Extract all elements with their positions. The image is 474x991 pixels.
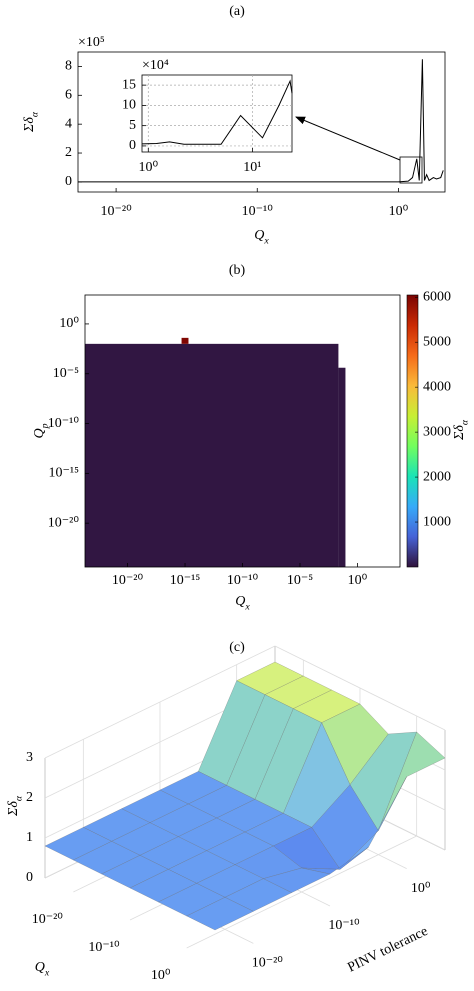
z-axis-label-main: Σδ bbox=[6, 801, 21, 817]
surface-patch bbox=[186, 897, 254, 931]
x-tick-label: 10⁻¹⁰ bbox=[227, 573, 259, 588]
x-tick-label: 10⁻⁵ bbox=[287, 573, 313, 588]
x-tick-label: 10⁻²⁰ bbox=[112, 573, 144, 588]
x-axis-label-main: Q bbox=[35, 960, 45, 975]
axes-box bbox=[141, 74, 293, 153]
y-tick-label: 10⁻¹⁰ bbox=[328, 918, 360, 933]
y-multiplier: ×10⁵ bbox=[78, 35, 105, 50]
colorbar-tick-label: 2000 bbox=[423, 469, 451, 484]
y-tick-label: 6 bbox=[65, 88, 72, 103]
x-tick-label: 10⁻²⁰ bbox=[100, 204, 132, 219]
zoom-box bbox=[399, 156, 423, 184]
x-tick-label: 10⁰ bbox=[151, 968, 171, 983]
y-tick-label: 0 bbox=[129, 138, 136, 153]
y-axis-label: Σδα bbox=[22, 111, 40, 133]
y-tick-label: 10⁻¹⁵ bbox=[49, 466, 80, 481]
colorbar-label: Σδα bbox=[452, 419, 470, 441]
z-axis-label-sub: α bbox=[14, 795, 25, 801]
y-axis-label: Qp bbox=[32, 423, 50, 438]
x-axis-label-main: Q bbox=[235, 594, 245, 609]
x-axis-label-main: Q bbox=[254, 228, 264, 243]
colorbar-tick-label: 1000 bbox=[423, 514, 451, 529]
y-axis-label-sub: p bbox=[40, 423, 51, 429]
x-tick-label: 10⁰ bbox=[138, 160, 158, 175]
y-tick-label: 0 bbox=[65, 174, 72, 189]
x-axis-label-sub: x bbox=[263, 236, 269, 247]
y-tick-label: 10⁻¹⁰ bbox=[48, 416, 80, 431]
x-tick-label: 10⁻²⁰ bbox=[32, 912, 64, 927]
y-tick-label: 4 bbox=[65, 116, 72, 131]
x-tick-label: 10¹ bbox=[243, 160, 261, 175]
data-line bbox=[141, 79, 293, 145]
y-tick-label: 10⁰ bbox=[411, 881, 431, 896]
heatmap-cell bbox=[338, 367, 346, 567]
y-tick-label: 10⁻²⁰ bbox=[252, 956, 284, 971]
colorbar bbox=[406, 294, 419, 568]
axes-box bbox=[77, 51, 446, 193]
y-axis-label-main: Q bbox=[32, 428, 47, 438]
x-tick-label: 10⁰ bbox=[389, 204, 409, 219]
heatmap-cell bbox=[85, 343, 339, 567]
x-tick-label: 10⁻¹⁰ bbox=[242, 204, 274, 219]
heatmap-cell bbox=[181, 337, 189, 344]
colorbar-label-main: Σδ bbox=[452, 425, 467, 441]
z-axis-label: Σδα bbox=[6, 795, 24, 817]
colorbar-tick-label: 6000 bbox=[423, 289, 451, 304]
x-axis-label-sub: x bbox=[44, 968, 50, 979]
panel-title: (a) bbox=[229, 4, 245, 19]
y-tick-label: 5 bbox=[129, 118, 136, 133]
y-tick-label: 10⁻²⁰ bbox=[48, 515, 80, 530]
y-multiplier: ×10⁴ bbox=[142, 58, 169, 73]
y-axis-label-sub: α bbox=[30, 111, 41, 117]
colorbar-label-sub: α bbox=[460, 419, 471, 425]
x-tick-label: 10⁻¹⁵ bbox=[170, 573, 201, 588]
x-tick-label: 10⁻¹⁰ bbox=[88, 940, 120, 955]
colorbar-tick-label: 4000 bbox=[423, 379, 451, 394]
z-tick-label: 1 bbox=[26, 830, 33, 845]
data-line bbox=[78, 59, 444, 183]
x-axis-label: Qx bbox=[35, 960, 50, 978]
colorbar-tick-label: 3000 bbox=[423, 424, 451, 439]
z-tick-label: 2 bbox=[26, 790, 33, 805]
panel-title: (c) bbox=[229, 640, 245, 655]
x-axis-label-sub: x bbox=[244, 602, 250, 613]
y-tick-label: 10⁰ bbox=[59, 316, 79, 331]
y-tick-label: 10⁻⁵ bbox=[53, 366, 79, 381]
z-tick-label: 3 bbox=[26, 750, 33, 765]
colorbar-tick-label: 5000 bbox=[423, 334, 451, 349]
y-tick-label: 10 bbox=[122, 98, 136, 113]
panel-title: (b) bbox=[229, 263, 246, 278]
y-tick-label: 15 bbox=[122, 77, 136, 92]
y-axis-label-main: Σδ bbox=[22, 117, 37, 133]
x-axis-label: Qx bbox=[235, 594, 250, 612]
x-tick-label: 10⁰ bbox=[348, 573, 368, 588]
y-tick-label: 8 bbox=[65, 59, 72, 74]
x-axis-label: Qx bbox=[254, 228, 269, 246]
z-tick-label: 0 bbox=[26, 870, 33, 885]
zoom-arrow bbox=[295, 116, 401, 161]
y-tick-label: 2 bbox=[65, 145, 72, 160]
